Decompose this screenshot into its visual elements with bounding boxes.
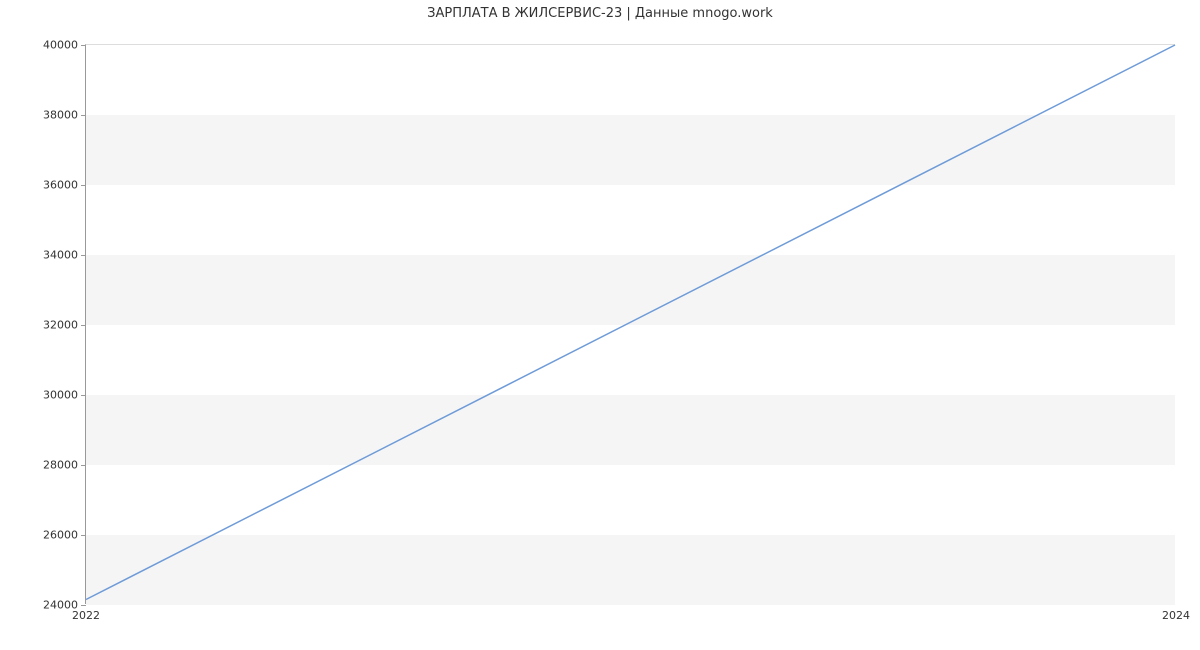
y-tick-label: 38000 bbox=[43, 109, 86, 122]
y-tick-mark bbox=[81, 325, 86, 326]
y-tick-mark bbox=[81, 45, 86, 46]
x-tick-label: 2022 bbox=[72, 603, 100, 622]
series-line-salary bbox=[86, 45, 1175, 600]
y-tick-label: 30000 bbox=[43, 389, 86, 402]
y-tick-label: 28000 bbox=[43, 459, 86, 472]
y-tick-label: 36000 bbox=[43, 179, 86, 192]
chart-line-layer bbox=[86, 45, 1175, 603]
y-tick-label: 40000 bbox=[43, 39, 86, 52]
y-tick-mark bbox=[81, 255, 86, 256]
y-tick-mark bbox=[81, 185, 86, 186]
plot-area: 2400026000280003000032000340003600038000… bbox=[85, 44, 1175, 604]
chart-title: ЗАРПЛАТА В ЖИЛСЕРВИС-23 | Данные mnogo.w… bbox=[0, 6, 1200, 21]
y-tick-mark bbox=[81, 535, 86, 536]
y-tick-mark bbox=[81, 115, 86, 116]
x-tick-label: 2024 bbox=[1162, 603, 1190, 622]
y-tick-label: 34000 bbox=[43, 249, 86, 262]
salary-chart: ЗАРПЛАТА В ЖИЛСЕРВИС-23 | Данные mnogo.w… bbox=[0, 0, 1200, 650]
y-tick-mark bbox=[81, 465, 86, 466]
y-tick-label: 32000 bbox=[43, 319, 86, 332]
y-tick-mark bbox=[81, 395, 86, 396]
y-tick-label: 26000 bbox=[43, 529, 86, 542]
